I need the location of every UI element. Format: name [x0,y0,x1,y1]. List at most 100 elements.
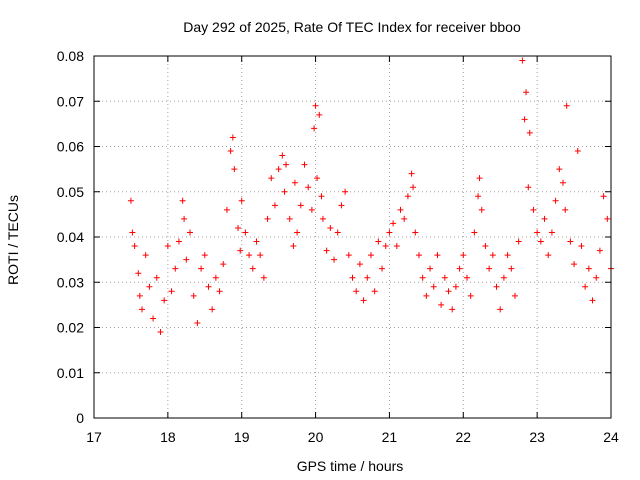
data-point [364,274,371,281]
y-tick-label: 0 [76,410,84,426]
data-point [238,197,245,204]
data-point [525,184,532,191]
data-point [475,193,482,200]
data-point [235,224,242,231]
data-point [471,229,478,236]
data-point [264,215,271,222]
data-point [556,166,563,173]
data-point [430,283,437,290]
data-points [127,57,614,336]
data-point [249,265,256,272]
data-point [438,301,445,308]
data-point [305,184,312,191]
data-point [181,215,188,222]
data-point [452,283,459,290]
data-point [571,261,578,268]
data-point [521,116,528,123]
data-point [345,252,352,259]
data-point [179,197,186,204]
data-point [205,283,212,290]
data-point [508,265,515,272]
data-point [283,161,290,168]
data-point [393,243,400,250]
data-point [327,224,334,231]
data-point [209,306,216,313]
grid-lines [94,56,611,418]
data-point [356,261,363,268]
data-point [257,252,264,259]
data-point [187,229,194,236]
data-point [559,179,566,186]
data-point [153,274,160,281]
data-point [291,179,298,186]
data-point [604,215,611,222]
data-point [275,166,282,173]
data-point [427,265,434,272]
data-point [500,274,507,281]
data-point [379,265,386,272]
data-point [127,197,134,204]
data-point [423,292,430,299]
data-point [463,274,470,281]
data-point [515,238,522,245]
data-point [412,229,419,236]
data-point [237,247,244,254]
data-point [194,319,201,326]
x-tick-label: 23 [529,429,545,445]
data-point [314,175,321,182]
data-point [334,229,341,236]
data-point [404,193,411,200]
data-point [353,288,360,295]
data-point [497,306,504,313]
data-point [308,206,315,213]
data-point [268,175,275,182]
data-point [548,229,555,236]
x-tick-label: 20 [308,429,324,445]
data-point [318,193,325,200]
data-point [382,243,389,250]
data-point [563,102,570,109]
x-tick-label: 19 [234,429,250,445]
data-point [578,243,585,250]
data-point [449,306,456,313]
data-point [386,229,393,236]
x-tick-label: 17 [86,429,102,445]
data-point [172,265,179,272]
data-point [541,215,548,222]
data-point [227,148,234,155]
data-point [504,252,511,259]
data-point [135,270,142,277]
data-point [342,188,349,195]
data-point [319,215,326,222]
data-point [146,283,153,290]
data-point [401,215,408,222]
data-point [246,252,253,259]
y-tick-label: 0.04 [57,229,84,245]
data-point [408,170,415,177]
x-tick-label: 21 [382,429,398,445]
data-point [523,89,530,96]
x-axis-label: GPS time / hours [297,458,404,474]
data-point [331,256,338,263]
data-point [600,193,607,200]
data-point [593,274,600,281]
data-point [410,184,417,191]
data-point [198,265,205,272]
y-axis-label: ROTI / TECUs [5,195,21,285]
data-point [242,229,249,236]
data-point [562,206,569,213]
data-point [168,288,175,295]
data-point [231,166,238,173]
data-point [216,288,223,295]
data-point [441,274,448,281]
data-point [371,288,378,295]
data-point [297,202,304,209]
data-point [183,256,190,263]
data-point [136,292,143,299]
x-tick-label: 24 [603,429,619,445]
data-point [338,202,345,209]
data-point [460,252,467,259]
data-point [493,283,500,290]
